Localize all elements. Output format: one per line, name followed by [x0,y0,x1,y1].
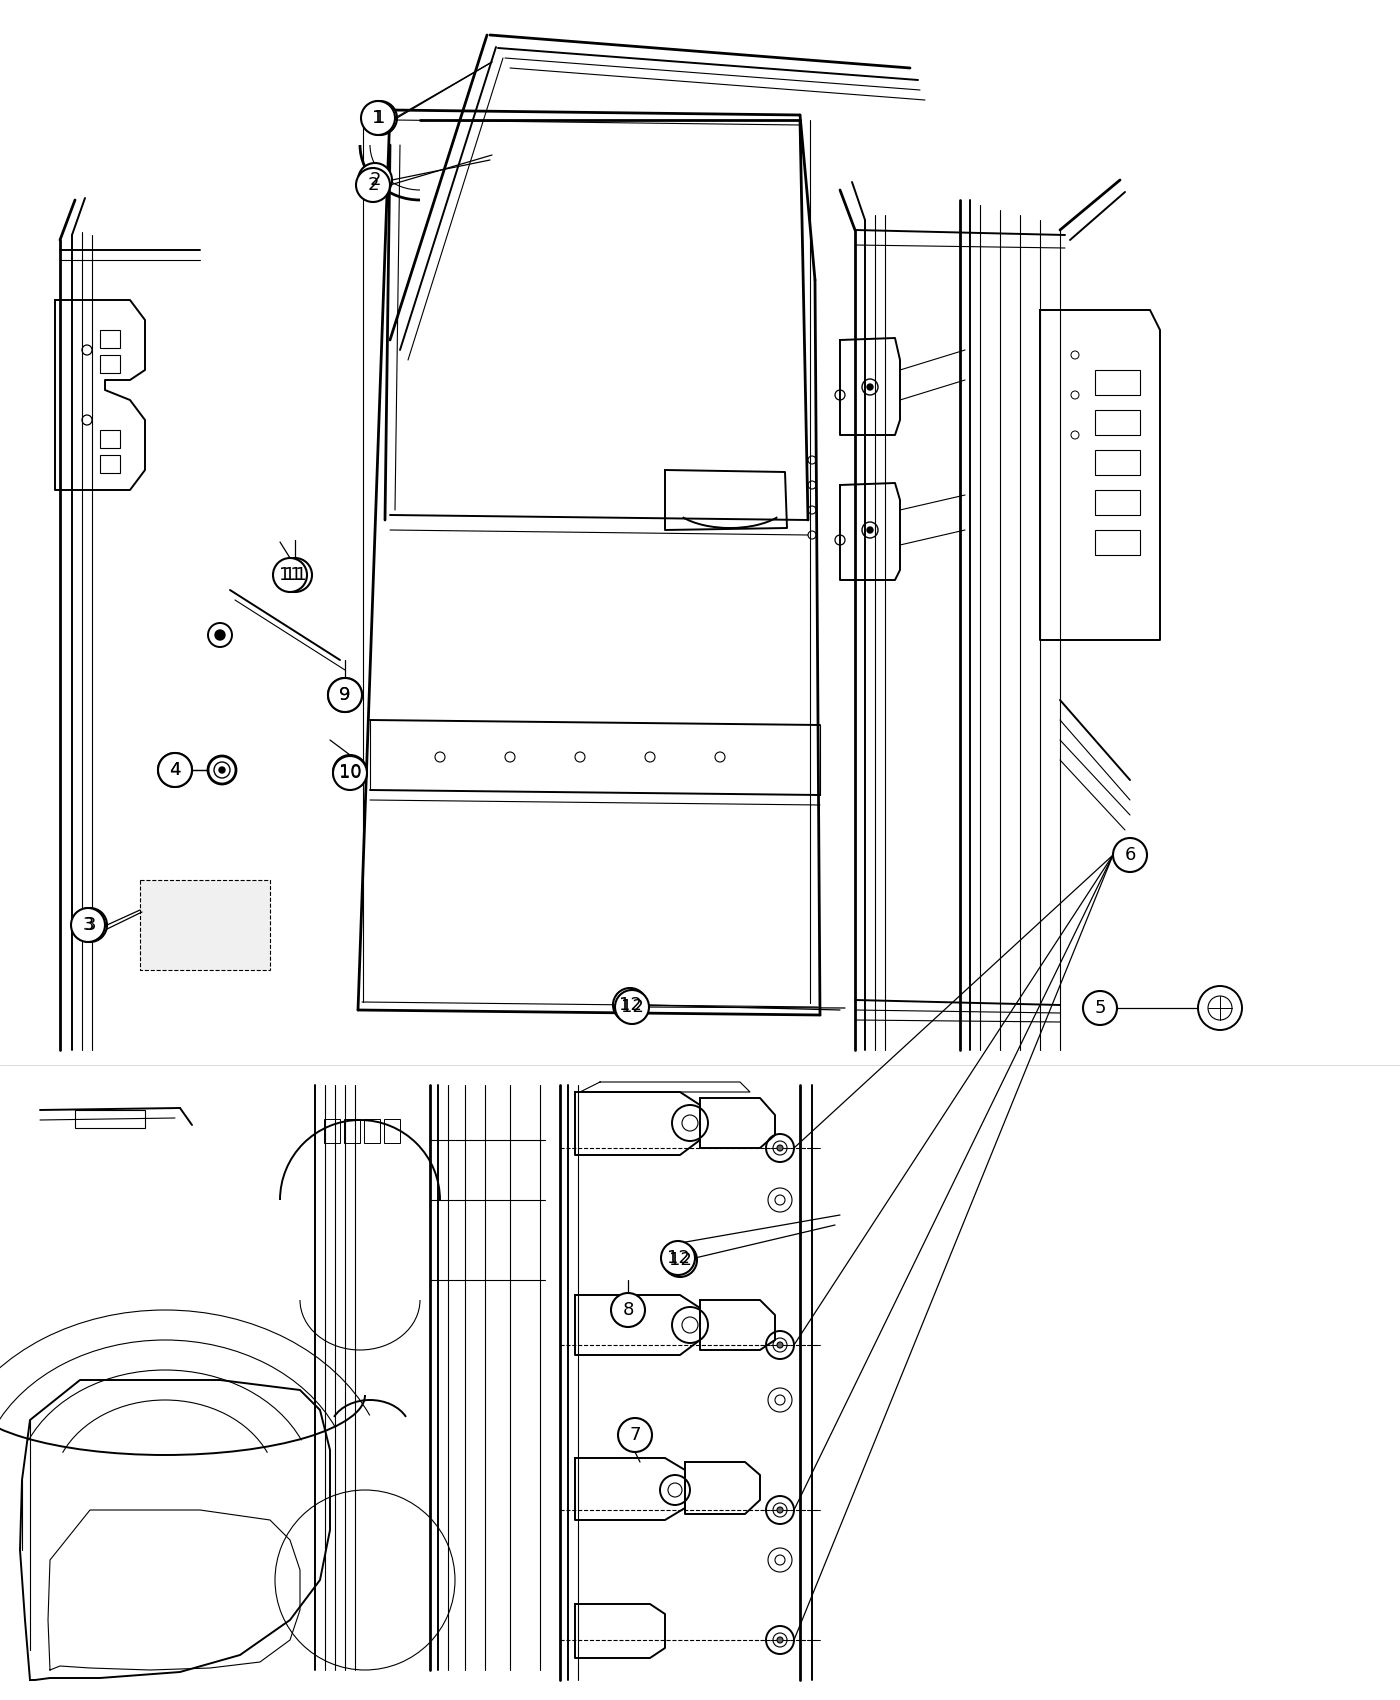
Circle shape [158,753,192,787]
Text: 11: 11 [279,566,301,585]
Circle shape [73,908,106,942]
Circle shape [867,527,874,534]
Circle shape [777,1637,783,1642]
Circle shape [1084,991,1117,1025]
Circle shape [777,1146,783,1151]
Text: 7: 7 [629,1426,641,1443]
Text: 10: 10 [339,763,361,782]
Circle shape [615,989,650,1023]
Circle shape [363,100,398,134]
Text: 2: 2 [367,177,379,194]
Circle shape [273,558,307,592]
Circle shape [279,558,312,592]
Text: 9: 9 [339,687,351,704]
Text: 1: 1 [374,109,385,127]
Text: 6: 6 [1124,847,1135,864]
Text: 5: 5 [1095,1000,1106,1017]
Circle shape [613,988,647,1022]
Circle shape [358,163,392,197]
Circle shape [328,678,363,712]
Circle shape [328,678,363,712]
Text: 9: 9 [339,687,351,704]
Text: 3: 3 [84,916,95,933]
FancyBboxPatch shape [140,881,270,971]
Circle shape [361,100,395,134]
Circle shape [777,1506,783,1513]
Circle shape [867,384,874,389]
Circle shape [610,1294,645,1328]
Circle shape [617,1418,652,1452]
Text: 8: 8 [623,1300,634,1319]
Circle shape [661,1241,694,1275]
Circle shape [158,753,192,787]
Text: 12: 12 [619,996,641,1013]
Text: 4: 4 [169,762,181,779]
Circle shape [333,756,367,790]
Text: 12: 12 [620,998,644,1017]
Circle shape [71,908,105,942]
Text: 12: 12 [669,1251,692,1268]
Circle shape [356,168,391,202]
Text: 1: 1 [372,109,384,127]
Text: 4: 4 [169,762,181,779]
Text: 11: 11 [284,566,307,585]
Text: 10: 10 [339,763,361,780]
Circle shape [216,631,225,639]
Circle shape [218,767,225,774]
Circle shape [1113,838,1147,872]
Circle shape [664,1243,697,1277]
Circle shape [777,1341,783,1348]
Text: 2: 2 [370,172,381,189]
Text: 12: 12 [666,1250,689,1266]
Text: 3: 3 [83,916,94,933]
Circle shape [333,755,367,789]
